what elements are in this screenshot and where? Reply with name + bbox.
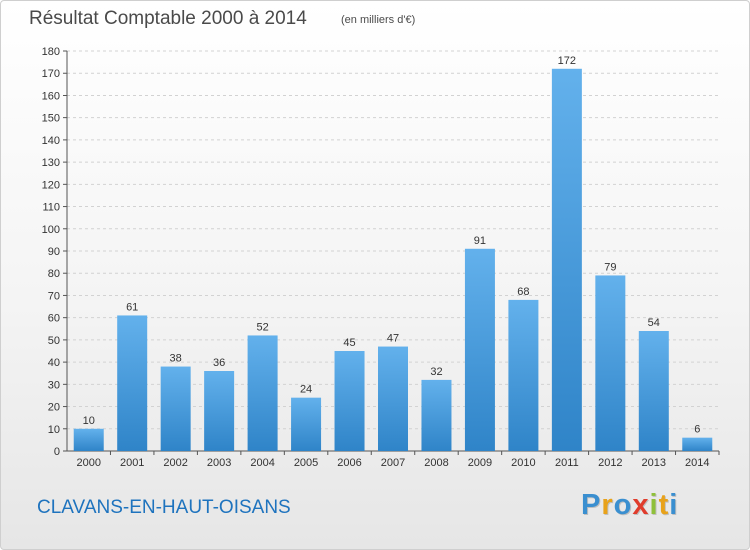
bar-value-label: 172 (558, 55, 576, 67)
bar (638, 331, 669, 451)
y-tick-label: 120 (42, 179, 60, 191)
bar (682, 437, 713, 451)
bar-value-label: 79 (604, 261, 616, 273)
bar-value-label: 38 (170, 353, 182, 365)
bar (160, 366, 191, 451)
y-tick-label: 40 (48, 357, 60, 369)
x-tick-label: 2002 (163, 457, 187, 469)
x-tick-label: 2007 (381, 457, 405, 469)
x-tick-label: 2011 (555, 457, 579, 469)
x-tick-label: 2003 (207, 457, 231, 469)
bar (73, 428, 104, 451)
bar-value-label: 54 (648, 317, 660, 329)
bar-value-label: 61 (126, 301, 138, 313)
bar (378, 346, 408, 451)
y-tick-label: 20 (48, 402, 60, 414)
x-tick-label: 2006 (337, 457, 361, 469)
x-tick-label: 2000 (76, 457, 100, 469)
y-tick-label: 160 (42, 90, 60, 102)
bar (334, 351, 365, 451)
y-tick-label: 140 (42, 135, 60, 147)
x-tick-label: 2004 (250, 457, 274, 469)
bar-value-label: 10 (83, 415, 95, 427)
x-tick-label: 2009 (468, 457, 492, 469)
y-tick-label: 30 (48, 379, 60, 391)
logo-letter: i (649, 489, 659, 521)
bar (464, 248, 495, 451)
bar (247, 335, 278, 451)
bar-value-label: 24 (300, 384, 312, 396)
municipality-name: CLAVANS-EN-HAUT-OISANS (37, 497, 291, 518)
bar-value-label: 6 (694, 424, 700, 436)
y-tick-label: 150 (42, 113, 60, 125)
x-tick-label: 2008 (424, 457, 448, 469)
y-tick-label: 80 (48, 268, 60, 280)
x-tick-label: 2013 (642, 457, 666, 469)
x-tick-label: 2014 (685, 457, 709, 469)
bar (291, 397, 322, 451)
logo-letter: x (632, 489, 650, 521)
logo-letter: P (581, 489, 602, 521)
y-tick-label: 180 (42, 46, 60, 58)
proxiti-logo[interactable]: Proxiti (581, 489, 678, 522)
logo-letter: o (613, 489, 633, 521)
y-tick-label: 0 (54, 446, 60, 458)
bar-value-label: 32 (430, 366, 442, 378)
x-tick-label: 2001 (120, 457, 144, 469)
bar-value-label: 45 (343, 337, 355, 349)
bar (508, 299, 539, 451)
y-tick-label: 50 (48, 335, 60, 347)
y-tick-label: 60 (48, 313, 60, 325)
bar (204, 371, 235, 451)
y-tick-label: 90 (48, 246, 60, 258)
x-tick-label: 2012 (598, 457, 622, 469)
bar-value-label: 91 (474, 235, 486, 247)
y-tick-label: 10 (48, 424, 60, 436)
logo-letter: t (658, 489, 670, 521)
y-tick-label: 100 (42, 224, 60, 236)
logo-letter: i (669, 489, 679, 521)
bar (595, 275, 626, 451)
x-tick-label: 2010 (511, 457, 535, 469)
bar (421, 379, 452, 451)
y-tick-label: 110 (42, 202, 60, 214)
bar-value-label: 52 (256, 321, 268, 333)
chart-unit-label: (en milliers d'€) (341, 14, 416, 26)
bar-value-label: 47 (387, 333, 399, 345)
y-tick-label: 170 (42, 68, 60, 80)
bar (117, 315, 148, 451)
bar (551, 68, 582, 452)
chart-title: Résultat Comptable 2000 à 2014 (29, 8, 307, 29)
y-tick-label: 130 (42, 157, 60, 169)
logo-letter: r (601, 489, 614, 521)
bar-value-label: 36 (213, 357, 225, 369)
x-tick-label: 2005 (294, 457, 318, 469)
bar-value-label: 68 (517, 286, 529, 298)
y-tick-label: 70 (48, 290, 60, 302)
